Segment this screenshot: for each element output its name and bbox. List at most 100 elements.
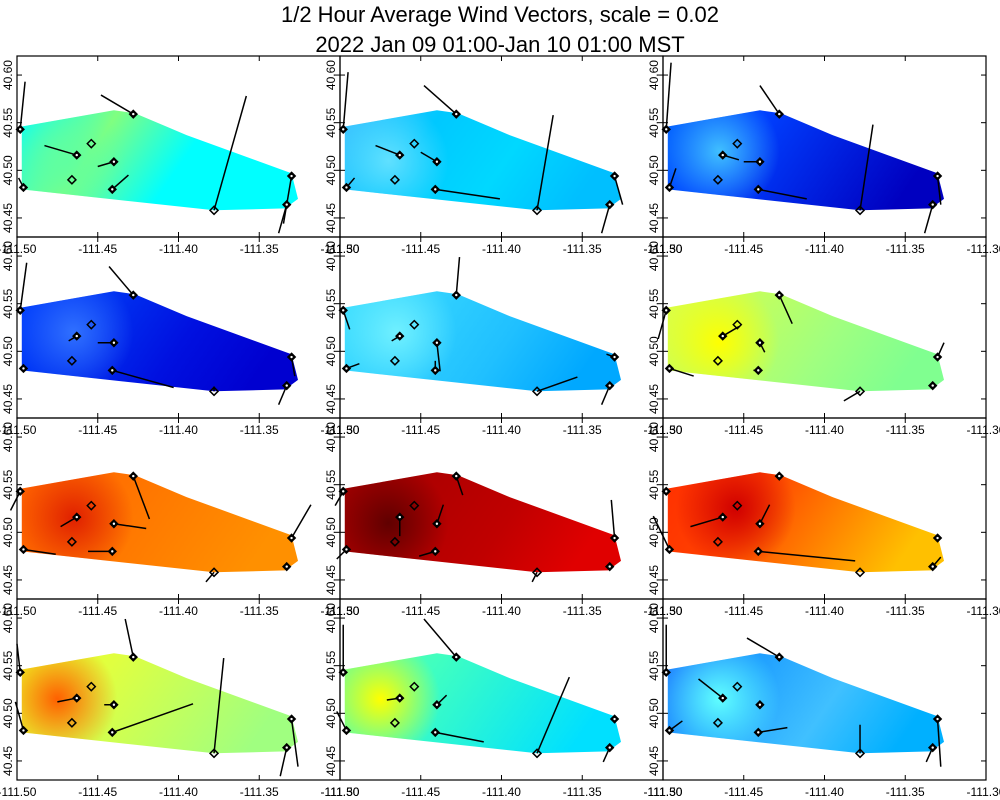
station-marker-dot [757,731,760,734]
x-tick-label: -111.45 [724,242,763,256]
wind-vector [455,256,461,296]
y-tick-label: 40.45 [1,746,15,776]
x-tick-label: -111.45 [724,423,763,437]
wind-vector [23,548,56,555]
x-tick-label: -111.45 [401,785,440,799]
field-hotspot [667,110,944,211]
panel-2: -111.50 -111.45 -111.40 -111.35 -111.3040.45… [321,55,683,256]
station-marker-dot [345,729,348,732]
station-marker-dot [345,367,348,370]
wind-vector [277,204,288,234]
station-marker-dot [757,550,760,553]
wind-vector [758,188,807,200]
wind-vector [423,618,457,658]
station-marker-dot [285,565,288,568]
station-marker-dot [342,309,345,312]
station-marker-dot [398,696,401,700]
x-tick-label: -111.50 [0,604,37,618]
x-tick-label: -111.40 [482,423,521,437]
station-marker-open [854,748,866,759]
y-tick-label: 40.60 [647,241,661,271]
wind-vector [213,95,248,211]
station-marker-open [732,500,743,511]
wind-vector [336,711,348,731]
station-marker-open [531,748,543,759]
station-marker-dot [455,112,458,116]
station-marker-dot [778,474,781,478]
wind-vector [205,571,215,583]
x-tick-label: -111.45 [401,242,440,256]
x-tick-label: -111.30 [967,423,1000,437]
station-marker-dot [22,186,25,189]
wind-vector [531,571,538,583]
y-tick-label: 40.60 [1,603,15,633]
wind-vector [746,637,780,658]
station-marker-open [86,319,97,330]
station-marker-open [208,567,220,578]
panel-12: -111.50 -111.45 -111.40 -111.35 -111.30 40.45… [644,598,1000,799]
y-tick-label: 40.60 [647,603,661,633]
station-marker-open [732,319,743,330]
y-tick-label: 40.50 [324,336,338,366]
station-marker-dot [434,369,437,372]
panel-10: -111.50 -111.45 -111.40 -111.35 -111.30 40.45… [0,598,360,799]
x-tick-label: -111.30 [967,604,1000,618]
station-marker-open [712,174,723,185]
x-tick-label: -111.45 [78,604,117,618]
station-marker-open [208,386,220,397]
field-hotspot [21,472,299,573]
y-tick-label: 40.50 [1,155,15,185]
station-marker-dot [613,355,616,359]
y-tick-label: 40.45 [647,565,661,595]
figure-title: 1/2 Hour Average Wind Vectors, scale = 0… [281,2,719,27]
station-marker-dot [22,729,25,732]
y-tick-label: 40.50 [324,517,338,547]
station-marker-dot [19,128,22,131]
x-tick-label: -111.50 [644,785,683,799]
wind-vector [778,294,793,324]
station-marker-open [66,717,77,728]
station-marker-dot [290,717,293,721]
station-marker-open [409,500,420,511]
station-marker-dot [613,717,616,721]
wind-vector [108,266,134,296]
wind-vector [610,499,616,539]
wind-vector [652,515,671,550]
wind-vector [44,144,77,156]
field-hotspot [21,291,299,392]
wind-vector [435,188,500,200]
station-marker-dot [112,160,116,163]
y-tick-label: 40.55 [324,650,338,680]
station-marker-dot [455,655,458,659]
station-marker-dot [342,490,345,493]
y-tick-label: 40.50 [647,336,661,366]
station-marker-dot [721,696,724,700]
y-tick-label: 40.50 [324,155,338,185]
station-marker-dot [290,355,293,359]
wind-vector [112,703,194,734]
wind-vector [690,516,723,528]
y-tick-label: 40.50 [1,336,15,366]
x-tick-label: -111.50 [321,785,360,799]
station-marker-dot [668,729,671,732]
station-marker-dot [290,174,293,178]
x-tick-label: -111.50 [0,242,37,256]
station-marker-open [854,205,866,216]
station-marker-dot [721,334,724,338]
field-hotspot [667,653,944,754]
station-marker-dot [111,369,114,372]
y-tick-label: 40.45 [324,203,338,233]
station-marker-dot [342,671,345,674]
x-tick-label: -111.35 [886,242,925,256]
y-tick-label: 40.45 [1,203,15,233]
station-marker-open [732,138,743,149]
station-marker-dot [111,550,114,553]
x-tick-label: -111.50 [0,423,37,437]
x-tick-label: -111.30 [321,785,360,799]
wind-vector [282,175,293,224]
station-marker-dot [132,655,135,659]
station-marker-dot [435,341,439,344]
wind-vector [132,475,151,520]
x-tick-label: -111.30 [967,242,1000,256]
x-tick-label: -111.35 [240,604,279,618]
